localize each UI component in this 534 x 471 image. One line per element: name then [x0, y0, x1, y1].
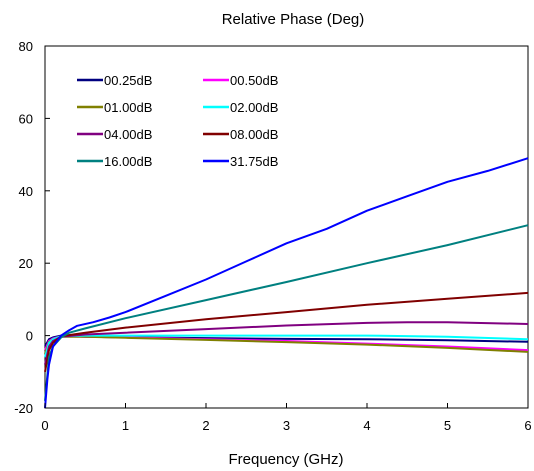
legend-label: 31.75dB — [230, 154, 278, 169]
series-line-3 — [44, 334, 529, 358]
legend-label: 01.00dB — [104, 100, 152, 115]
legend-label: 16.00dB — [104, 154, 152, 169]
x-tick-label: 4 — [363, 418, 370, 433]
y-tick-label: 60 — [19, 111, 33, 126]
legend-label: 08.00dB — [230, 127, 278, 142]
x-axis-label: Frequency (GHz) — [228, 451, 343, 468]
y-tick-label: 80 — [19, 39, 33, 54]
chart-title: Relative Phase (Deg) — [222, 11, 365, 28]
x-tick-label: 5 — [444, 418, 451, 433]
x-tick-label: 2 — [202, 418, 209, 433]
legend-label: 00.50dB — [230, 73, 278, 88]
legend: 00.25dB 00.50dB 01.00dB 02.00dB 04.00dB 08.00… — [77, 73, 278, 169]
legend-label: 04.00dB — [104, 127, 152, 142]
x-tick-label: 6 — [524, 418, 531, 433]
x-tick-label: 3 — [283, 418, 290, 433]
y-tick-label: 40 — [19, 184, 33, 199]
legend-label: 02.00dB — [230, 100, 278, 115]
series-line-4 — [44, 321, 529, 365]
x-tick-label: 0 — [41, 418, 48, 433]
legend-label: 00.25dB — [104, 73, 152, 88]
series-layer — [44, 157, 529, 409]
y-tick-label: 0 — [26, 329, 33, 344]
y-tick-label: 20 — [19, 256, 33, 271]
x-tick-label: 1 — [122, 418, 129, 433]
y-axis: -20 0 20 40 60 80 — [14, 39, 50, 416]
series-line-5 — [44, 291, 529, 372]
series-line-7 — [44, 157, 529, 409]
x-axis: 0 1 2 3 4 5 6 — [41, 403, 532, 433]
y-tick-label: -20 — [14, 401, 33, 416]
